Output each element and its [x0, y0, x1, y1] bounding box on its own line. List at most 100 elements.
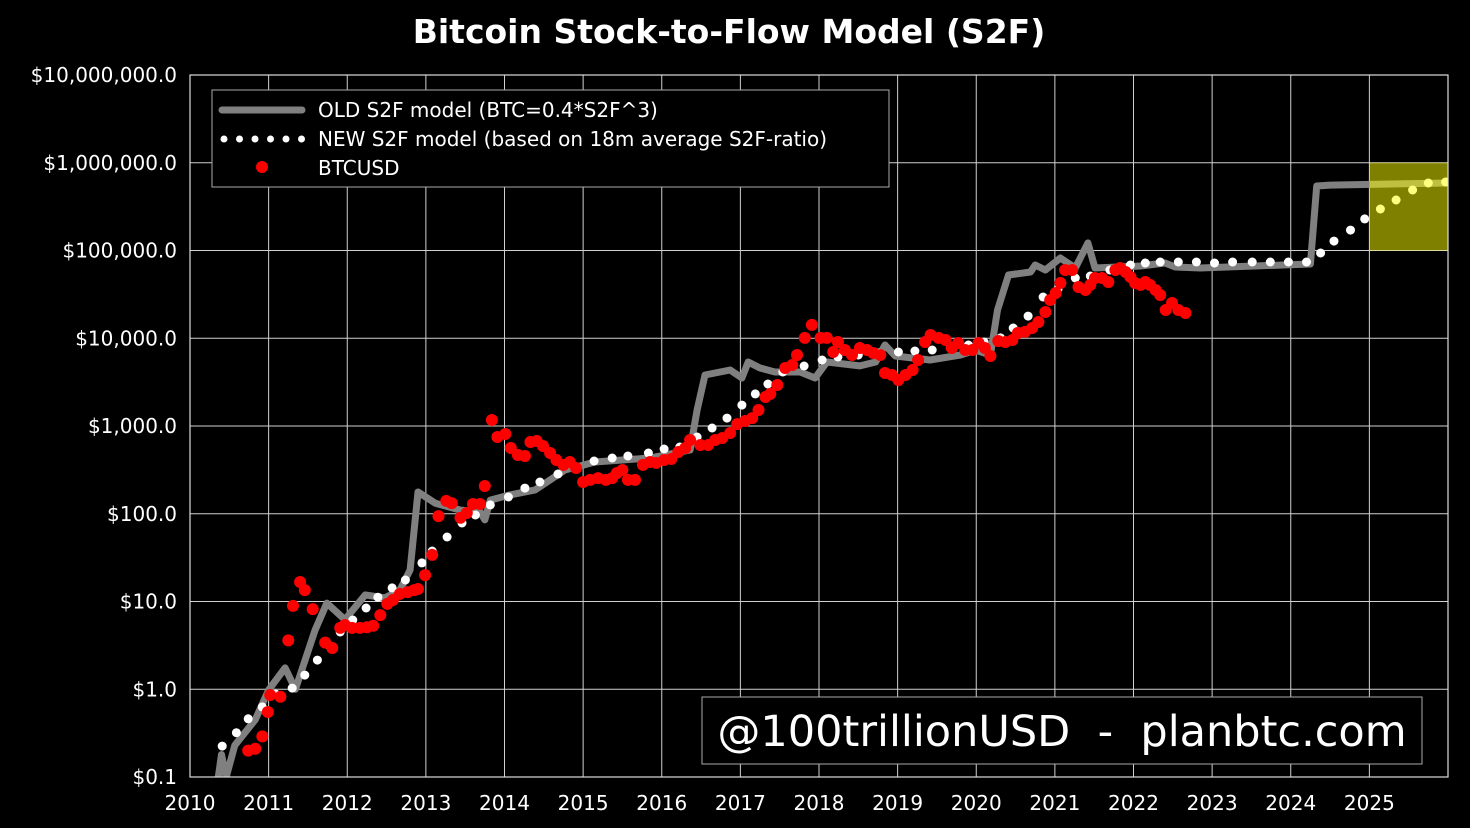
btcusd-point: [1032, 316, 1045, 328]
x-tick-label: 2021: [1029, 791, 1080, 815]
btcusd-point: [906, 364, 919, 376]
series-layer: [214, 177, 1448, 777]
btcusd-point: [791, 349, 803, 361]
btcusd-point: [367, 619, 380, 632]
new-s2f-point: [817, 355, 827, 365]
new-s2f-point: [589, 456, 599, 466]
new-s2f-point: [485, 500, 495, 510]
btcusd-point: [1154, 289, 1167, 301]
new-s2f-point: [927, 345, 937, 355]
series-2: [242, 262, 1192, 757]
watermark-text: @100trillionUSD - planbtc.com: [717, 707, 1406, 757]
new-s2f-point: [1247, 257, 1257, 267]
x-tick-label: 2019: [872, 791, 923, 815]
new-s2f-point: [1360, 214, 1370, 224]
btcusd-point: [912, 354, 925, 366]
btcusd-point: [846, 349, 858, 361]
btcusd-point: [1102, 276, 1115, 288]
new-s2f-point: [1346, 225, 1355, 235]
btcusd-point: [831, 336, 844, 348]
legend-old-s2f-label: OLD S2F model (BTC=0.4*S2F^3): [318, 98, 658, 122]
y-tick-label: $10,000.0: [75, 326, 177, 350]
new-s2f-point: [910, 346, 920, 356]
new-s2f-point: [217, 741, 227, 751]
legend-dot: [220, 135, 228, 143]
new-s2f-point: [300, 670, 310, 680]
new-s2f-point: [1191, 257, 1201, 267]
btcusd-point: [629, 473, 641, 486]
btcusd-point: [412, 583, 424, 595]
x-tick-label: 2018: [794, 791, 845, 815]
new-s2f-point: [1283, 257, 1293, 267]
new-s2f-point: [442, 532, 452, 542]
btcusd-point: [287, 599, 299, 612]
btcusd-point: [724, 427, 737, 439]
btcusd-point: [746, 412, 759, 425]
new-s2f-point: [623, 451, 633, 461]
btcusd-point: [616, 464, 629, 476]
x-tick-label: 2011: [243, 791, 294, 815]
y-tick-label: $1,000.0: [88, 414, 177, 438]
new-s2f-point: [737, 400, 747, 410]
btcusd-point: [274, 690, 287, 703]
new-s2f-point: [400, 575, 410, 585]
btcusd-point: [771, 379, 784, 391]
new-s2f-point: [1265, 257, 1275, 267]
btcusd-point: [499, 428, 512, 440]
btcusd-point: [326, 642, 339, 654]
btcusd-point: [684, 434, 697, 446]
legend-new-s2f-swatch: [220, 135, 305, 143]
new-s2f-point: [1155, 257, 1165, 267]
btcusd-point: [874, 349, 887, 361]
watermark: @100trillionUSD - planbtc.com: [701, 696, 1423, 765]
btcusd-point: [264, 689, 277, 701]
btcusd-point: [820, 331, 833, 344]
watermark-box: [701, 696, 1423, 765]
new-s2f-point: [535, 477, 545, 487]
btcusd-point: [460, 507, 473, 519]
highlight-region-layer: [1369, 162, 1448, 251]
new-s2f-point: [1228, 257, 1238, 267]
new-s2f-point: [707, 423, 717, 433]
btcusd-point: [474, 498, 487, 510]
btcusd-point: [827, 346, 840, 358]
btcusd-point: [1049, 287, 1062, 299]
new-s2f-point: [607, 453, 617, 463]
new-s2f-point: [387, 583, 397, 593]
legend-box: [211, 89, 890, 188]
new-s2f-point: [643, 448, 653, 458]
btcusd-point: [1066, 264, 1079, 276]
new-s2f-point: [503, 492, 513, 502]
x-tick-label: 2017: [715, 791, 766, 815]
btcusd-point: [752, 404, 765, 416]
new-s2f-point: [361, 603, 371, 613]
btcusd-point: [1039, 306, 1052, 318]
new-s2f-point: [722, 413, 732, 423]
btcusd-point: [426, 548, 439, 561]
new-s2f-point: [231, 728, 241, 738]
y-tick-label: $1,000,000.0: [43, 151, 177, 175]
new-s2f-point: [373, 592, 383, 602]
legend: OLD S2F model (BTC=0.4*S2F^3) NEW S2F mo…: [211, 89, 890, 188]
legend-btcusd-swatch: [256, 161, 268, 173]
btcusd-point: [298, 584, 311, 597]
new-s2f-point: [287, 683, 297, 693]
btcusd-point: [1054, 277, 1067, 289]
new-s2f-point: [1302, 257, 1311, 267]
new-s2f-point: [893, 347, 903, 357]
y-tick-label: $100.0: [107, 502, 177, 526]
chart-title: Bitcoin Stock-to-Flow Model (S2F): [413, 12, 1046, 51]
x-axis-ticks: 2010 2011 2012 2013 2014 2015 2016 2017 2018 2019…: [165, 791, 1395, 815]
highlight-region: [1369, 162, 1448, 251]
new-s2f-point: [1329, 236, 1339, 246]
btcusd-point: [798, 331, 811, 344]
x-tick-label: 2010: [165, 791, 216, 815]
new-s2f-point: [1140, 258, 1150, 268]
x-tick-label: 2025: [1344, 791, 1395, 815]
x-tick-label: 2015: [558, 791, 609, 815]
legend-btcusd-label: BTCUSD: [318, 156, 399, 180]
new-s2f-point: [243, 714, 253, 724]
btcusd-point: [419, 569, 432, 582]
legend-new-s2f-label: NEW S2F model (based on 18m average S2F-…: [318, 127, 827, 151]
